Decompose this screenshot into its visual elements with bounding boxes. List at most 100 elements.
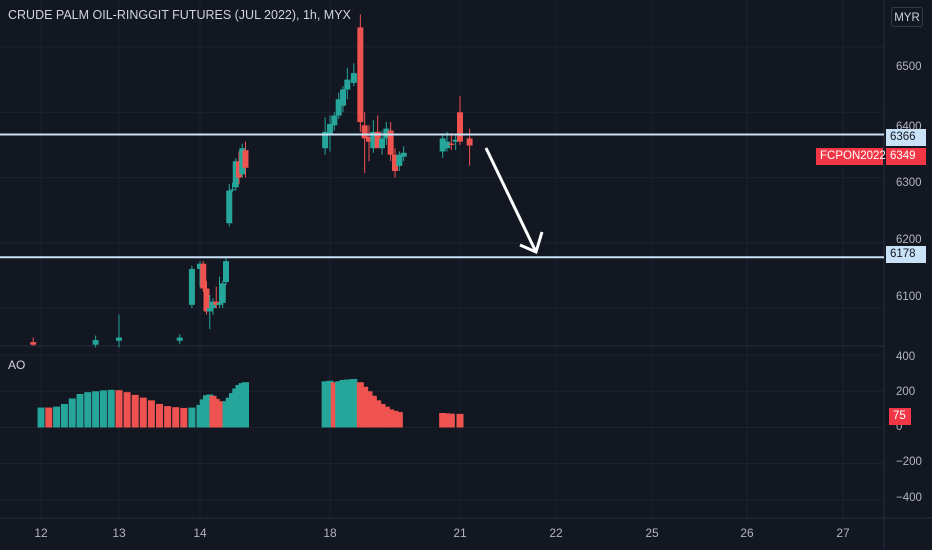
ao-bar (92, 391, 100, 428)
ao-bar (439, 412, 447, 428)
candle-body (335, 99, 342, 116)
candles (30, 14, 473, 348)
candle-body (232, 161, 239, 188)
ao-bar (37, 407, 45, 428)
candle-body (366, 137, 372, 142)
ao-bar (443, 413, 451, 428)
ao-bar (374, 400, 382, 428)
candle-body (210, 301, 216, 309)
ao-bar (242, 382, 249, 428)
ao-bar (84, 392, 92, 428)
ao-bar (53, 406, 61, 428)
ao-bar (68, 398, 76, 428)
candle-body (350, 73, 357, 83)
candle-body (396, 154, 403, 166)
time-tick: 18 (323, 526, 337, 540)
ao-bar (369, 395, 377, 428)
candle-body (340, 89, 346, 106)
ao-bar (321, 381, 329, 428)
candle-body (219, 283, 226, 303)
candle-body (331, 115, 338, 126)
time-tick: 13 (112, 526, 126, 540)
ao-bar (172, 407, 180, 428)
last-price-tag[interactable]: 6349 (886, 148, 926, 165)
candle-body (322, 131, 329, 149)
time-tick: 25 (645, 526, 659, 540)
ao-tick: −400 (896, 492, 922, 504)
price-tick: 6200 (896, 234, 922, 246)
candle-body (229, 189, 236, 191)
ao-bar (180, 407, 188, 428)
level-tag-lower[interactable]: 6178 (886, 246, 926, 263)
ao-bar (115, 390, 123, 428)
candle-body (197, 263, 203, 269)
candle-body (400, 152, 407, 157)
candle-body (239, 148, 246, 175)
ao-tick: −200 (896, 456, 922, 468)
candle-body (116, 337, 122, 341)
candle-body (374, 131, 381, 149)
candle-body (226, 190, 233, 224)
candle-body (392, 154, 398, 172)
symbol-price-tag[interactable]: FCPON2022 (816, 148, 886, 165)
candle-body (92, 340, 99, 345)
candle-body (203, 288, 210, 312)
candle-body (176, 337, 183, 341)
time-tick: 14 (193, 526, 207, 540)
ao-tick: 0 (896, 421, 903, 433)
ao-bar (326, 380, 334, 428)
ao-bar (350, 378, 358, 428)
price-tick: 6500 (896, 61, 922, 73)
ao-bar (99, 390, 107, 428)
candle-body (206, 308, 213, 312)
candle-body (242, 150, 249, 168)
ao-bar (456, 413, 464, 428)
ao-bar (447, 413, 455, 428)
ao-bar (339, 380, 347, 428)
time-tick: 12 (34, 526, 48, 540)
ao-bar (335, 381, 343, 428)
ao-bar (361, 386, 369, 428)
ao-bar (395, 412, 403, 428)
ao-indicator-label[interactable]: AO (8, 358, 26, 372)
ao-bars (37, 378, 464, 428)
candle-body (344, 79, 351, 90)
candle-body (448, 143, 455, 145)
ao-tick: 400 (896, 351, 916, 363)
candle-body (379, 138, 385, 149)
candle-body (387, 130, 394, 155)
ao-bar (107, 389, 115, 428)
time-tick: 21 (453, 526, 467, 540)
candle-body (236, 161, 242, 178)
ao-bar (382, 406, 390, 428)
ao-bar (330, 382, 338, 428)
time-tick: 27 (836, 526, 850, 540)
ao-tick: 200 (896, 386, 916, 398)
candle-body (327, 124, 333, 136)
candle-body (444, 141, 450, 149)
ao-bar (164, 406, 172, 428)
candle-body (188, 268, 195, 305)
ao-bar (147, 400, 155, 428)
candle-body (30, 342, 37, 345)
ao-bar (356, 382, 364, 428)
down-arrow-annotation[interactable] (484, 147, 544, 255)
ao-bar (188, 407, 196, 428)
ao-bar (378, 403, 386, 428)
candle-body (466, 138, 473, 146)
ao-bar (76, 393, 84, 428)
ao-bar (139, 397, 147, 428)
price-tick: 6300 (896, 177, 922, 189)
level-tag-upper[interactable]: 6366 (886, 129, 926, 146)
price-tick: 6100 (896, 291, 922, 303)
ao-bar (156, 403, 163, 428)
ao-bar (343, 379, 351, 428)
candle-body (213, 301, 220, 305)
candle-body (223, 261, 229, 283)
candle-body (439, 138, 446, 152)
candle-body (370, 131, 377, 149)
currency-button[interactable]: MYR (891, 7, 923, 27)
symbol-title[interactable]: CRUDE PALM OIL-RINGGIT FUTURES (JUL 2022… (8, 8, 351, 22)
ao-value-tag[interactable]: 75 (889, 408, 911, 425)
